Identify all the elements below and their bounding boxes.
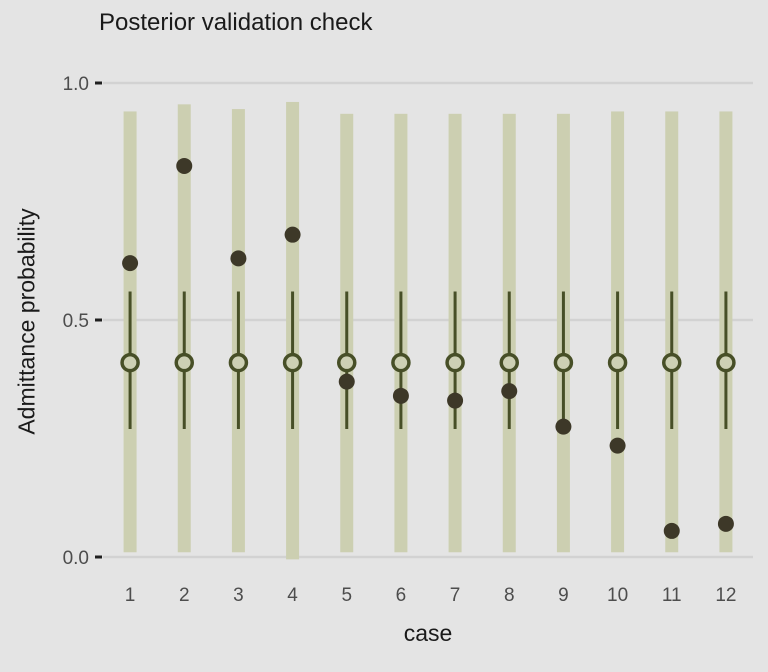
observed-value-dot	[501, 383, 518, 400]
y-tick-label: 0.0	[63, 548, 89, 569]
x-tick-label: 3	[233, 585, 244, 606]
chart-title: Posterior validation check	[99, 9, 373, 36]
y-tick-label: 1.0	[63, 74, 89, 95]
observed-value-dot	[717, 515, 734, 532]
posterior-median-circle	[228, 352, 249, 373]
x-tick-label: 1	[125, 585, 136, 606]
observed-value-dot	[555, 418, 572, 435]
x-tick-label: 8	[504, 585, 515, 606]
x-tick-label: 6	[396, 585, 407, 606]
posterior-median-circle	[445, 352, 465, 373]
observed-value-dot	[284, 226, 301, 243]
x-tick-label: 4	[287, 585, 298, 606]
observed-value-dot	[122, 255, 139, 272]
x-tick-label: 12	[715, 585, 736, 606]
x-tick-label: 11	[662, 585, 682, 606]
observed-value-dot	[447, 392, 464, 409]
observed-value-dot	[609, 437, 626, 454]
posterior-median-circle	[282, 352, 303, 373]
x-tick-label: 5	[341, 585, 352, 606]
posterior-median-circle	[120, 352, 140, 373]
y-tick-label: 0.5	[63, 311, 89, 332]
posterior-median-circle	[499, 352, 519, 373]
posterior-median-circle	[607, 352, 628, 373]
x-tick-label: 2	[179, 585, 190, 606]
posterior-median-circle	[553, 352, 574, 373]
y-axis-title: Admittance probability	[13, 208, 40, 435]
posterior-median-circle	[716, 352, 736, 373]
x-tick-label: 10	[607, 585, 628, 606]
posterior-median-circle	[391, 352, 411, 373]
observed-value-dot	[392, 387, 409, 404]
posterior-median-circle	[174, 352, 194, 373]
posterior-median-circle	[662, 352, 682, 373]
observed-value-dot	[176, 157, 193, 174]
observed-value-dot	[230, 250, 247, 267]
observed-value-dot	[663, 522, 680, 539]
observed-value-dot	[338, 373, 355, 390]
posterior-median-circle	[337, 352, 357, 373]
x-tick-label: 9	[558, 585, 569, 606]
x-axis-title: case	[403, 620, 453, 646]
x-tick-label: 7	[450, 585, 461, 606]
